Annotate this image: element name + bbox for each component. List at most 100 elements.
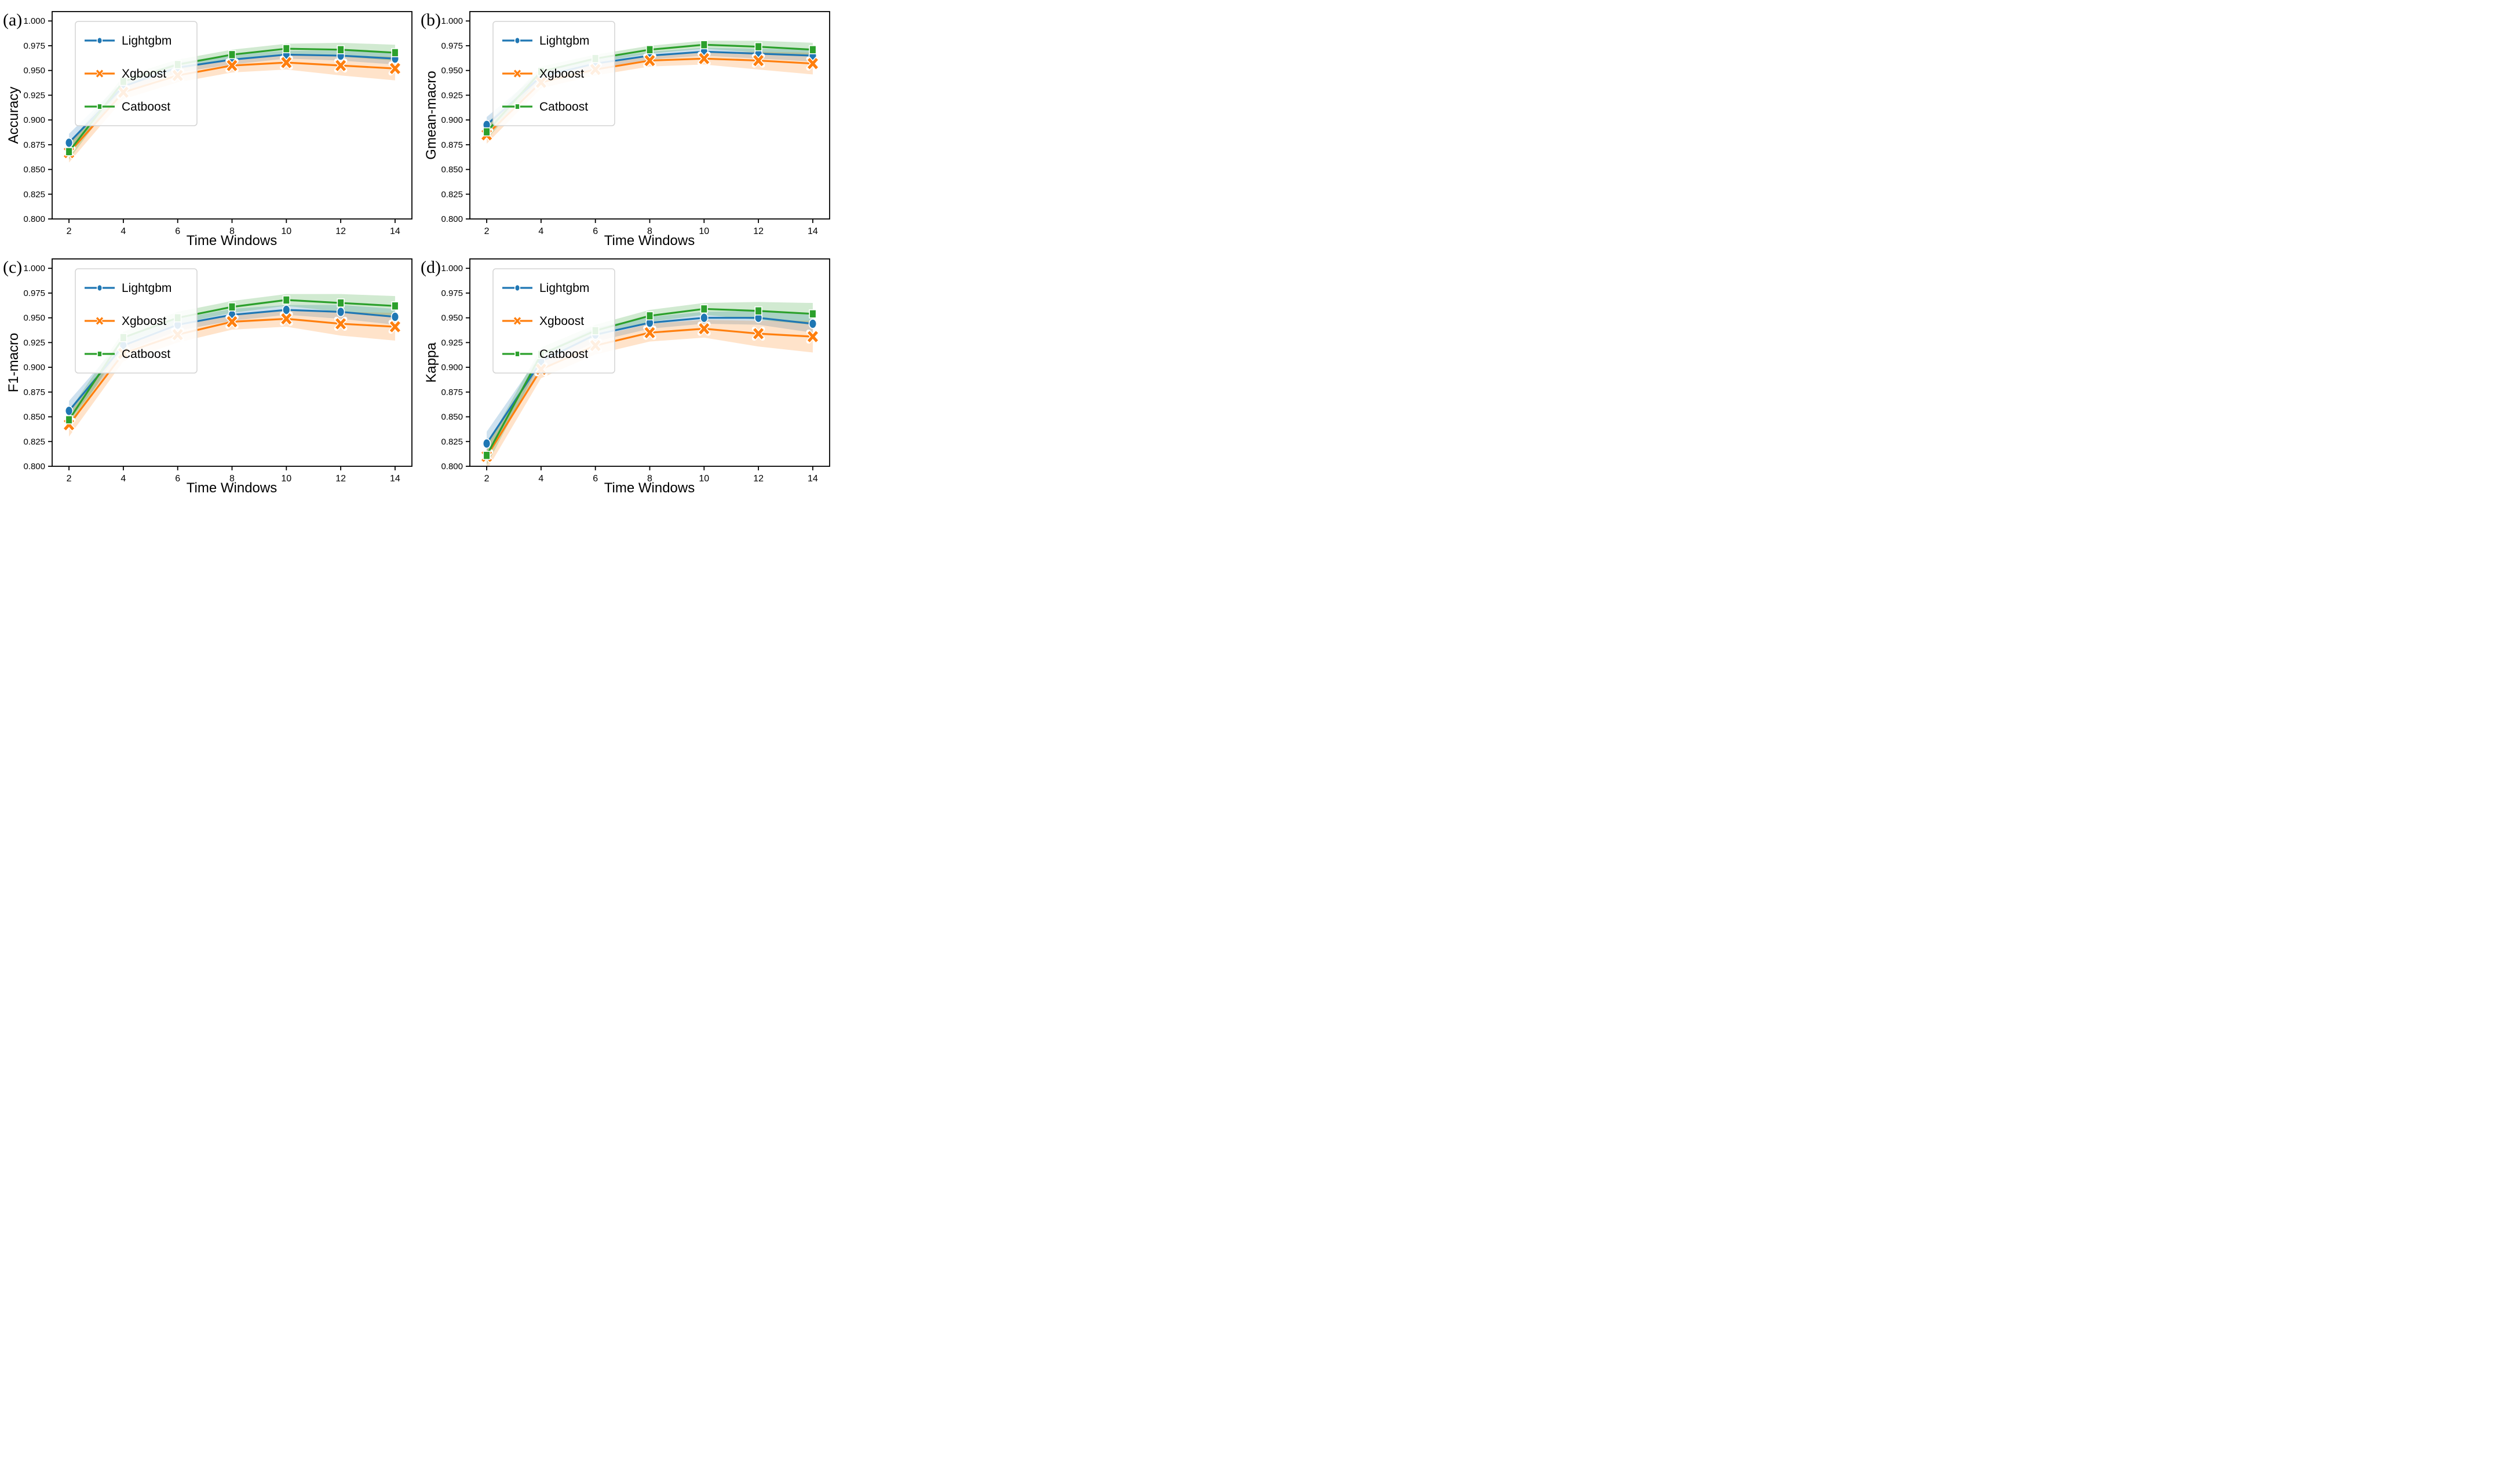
x-tick-label-12: 12 [335,226,346,236]
catboost-marker-x10 [282,44,290,53]
chart-d: 0.800 0.825 0.850 0.875 0.900 0.925 0.950 0.975… [441,258,830,484]
lightgbm-marker-x2 [482,438,491,449]
panel-c-ylabel: F1-macro [6,332,21,393]
x-tick-label-6: 6 [593,474,598,484]
lightgbm-marker-x2 [64,405,74,416]
xgboost-marker-x8 [644,327,655,339]
y-axis: 0.800 0.825 0.850 0.875 0.900 0.925 0.950 0.975… [23,264,52,471]
y-tick-label-0.825: 0.825 [441,437,463,447]
legend-label-xgboost: Xgboost [539,315,584,328]
xgboost-marker-x10 [281,313,292,325]
x-tick-label-8: 8 [229,226,235,236]
y-tick-label-0.950: 0.950 [23,66,45,76]
panel-b-xlabel: Time Windows [604,233,695,247]
y-tick-label-0.875: 0.875 [441,388,463,397]
legend: Lightgbm Xgboost Catboost [75,21,198,126]
legend-label-catboost: Catboost [539,348,588,361]
catboost-marker-x12 [754,306,762,316]
y-tick-label-0.900: 0.900 [441,363,463,372]
x-tick-label-4: 4 [538,474,543,484]
x-tick-label-14: 14 [390,474,400,484]
y-tick-label-0.975: 0.975 [441,288,463,298]
x-tick-label-8: 8 [229,474,235,484]
panel-b-ylabel: Gmean-macro [424,71,439,160]
y-tick-label-0.875: 0.875 [441,140,463,150]
y-tick-label-0.950: 0.950 [441,66,463,76]
legend-marker-catboost [514,350,520,357]
y-tick-label-0.850: 0.850 [441,165,463,175]
catboost-marker-x2 [65,415,73,425]
y-tick-label-1.000: 1.000 [441,264,463,273]
y-tick-label-0.825: 0.825 [23,437,45,447]
x-tick-label-6: 6 [593,226,598,236]
y-axis: 0.800 0.825 0.850 0.875 0.900 0.925 0.950 0.975… [441,264,470,471]
chart-c: 0.800 0.825 0.850 0.875 0.900 0.925 0.950 0.975… [23,258,412,484]
legend-label-catboost: Catboost [539,100,588,114]
panel-c-xlabel: Time Windows [186,480,278,495]
panel-b-tag: (b) [421,10,441,30]
chart-b-series [480,40,820,142]
panel-d-ylabel: Kappa [424,342,439,383]
y-tick-label-0.900: 0.900 [23,363,45,372]
y-tick-label-0.825: 0.825 [23,189,45,199]
legend-marker-xgboost [96,317,104,325]
catboost-marker-x8 [228,50,236,60]
catboost-marker-x8 [645,311,654,321]
panel-b: 0.800 0.825 0.850 0.875 0.900 0.925 0.950 0.975… [418,0,836,247]
legend: Lightgbm Xgboost Catboost [492,21,615,126]
panel-d: 0.800 0.825 0.850 0.875 0.900 0.925 0.950 0.975… [418,247,836,495]
x-tick-label-10: 10 [699,226,709,236]
y-tick-label-0.900: 0.900 [23,115,45,125]
catboost-marker-x2 [483,451,491,460]
y-tick-label-1.000: 1.000 [23,264,45,273]
xgboost-marker-x10 [699,323,710,335]
y-tick-label-0.975: 0.975 [441,41,463,51]
legend-box [492,21,615,126]
x-tick-label-2: 2 [484,474,490,484]
panel-a-ylabel: Accuracy [6,86,21,144]
legend-box [492,268,615,374]
catboost-marker-x14 [809,309,817,319]
legend-label-xgboost: Xgboost [539,67,584,81]
x-tick-label-2: 2 [67,226,72,236]
legend-label-lightgbm: Lightgbm [122,282,171,295]
xgboost-marker-x10 [281,57,292,68]
x-tick-label-10: 10 [281,474,291,484]
catboost-marker-x12 [337,298,345,308]
legend-marker-lightgbm [514,284,521,292]
legend: Lightgbm Xgboost Catboost [492,268,615,374]
legend-label-xgboost: Xgboost [122,315,166,328]
x-tick-label-12: 12 [753,474,764,484]
y-tick-label-0.925: 0.925 [441,90,463,100]
lightgbm-marker-x14 [808,319,817,329]
legend-label-lightgbm: Lightgbm [539,282,589,295]
y-tick-label-0.800: 0.800 [23,462,45,471]
y-tick-label-1.000: 1.000 [441,16,463,26]
panel-d-xlabel: Time Windows [604,480,695,495]
xgboost-marker-x12 [753,328,764,339]
y-tick-label-0.925: 0.925 [23,90,45,100]
chart-b: 0.800 0.825 0.850 0.875 0.900 0.925 0.950 0.975… [441,11,830,236]
legend-marker-xgboost [513,70,521,78]
y-tick-label-0.925: 0.925 [441,338,463,348]
y-tick-label-1.000: 1.000 [23,16,45,26]
catboost-marker-x14 [809,45,817,54]
figure-grid: 0.800 0.825 0.850 0.875 0.900 0.925 0.950 0.975… [0,0,836,495]
y-tick-label-0.850: 0.850 [23,412,45,422]
x-tick-label-12: 12 [335,474,346,484]
catboost-marker-x2 [483,127,491,137]
y-tick-label-0.800: 0.800 [441,214,463,224]
xgboost-marker-x12 [335,318,346,330]
y-axis: 0.800 0.825 0.850 0.875 0.900 0.925 0.950 0.975… [441,16,470,224]
panel-a-tag: (a) [3,10,23,30]
y-tick-label-0.975: 0.975 [23,288,45,298]
xgboost-marker-x10 [699,53,710,64]
panel-d-tag: (d) [421,258,441,277]
y-tick-label-0.950: 0.950 [23,313,45,323]
catboost-marker-x2 [65,147,73,156]
x-tick-label-14: 14 [808,474,818,484]
panel-d-chart-host: 0.800 0.825 0.850 0.875 0.900 0.925 0.950 0.975… [418,247,835,495]
x-tick-label-12: 12 [753,226,764,236]
legend-label-catboost: Catboost [122,348,170,361]
legend-marker-catboost [97,103,103,110]
